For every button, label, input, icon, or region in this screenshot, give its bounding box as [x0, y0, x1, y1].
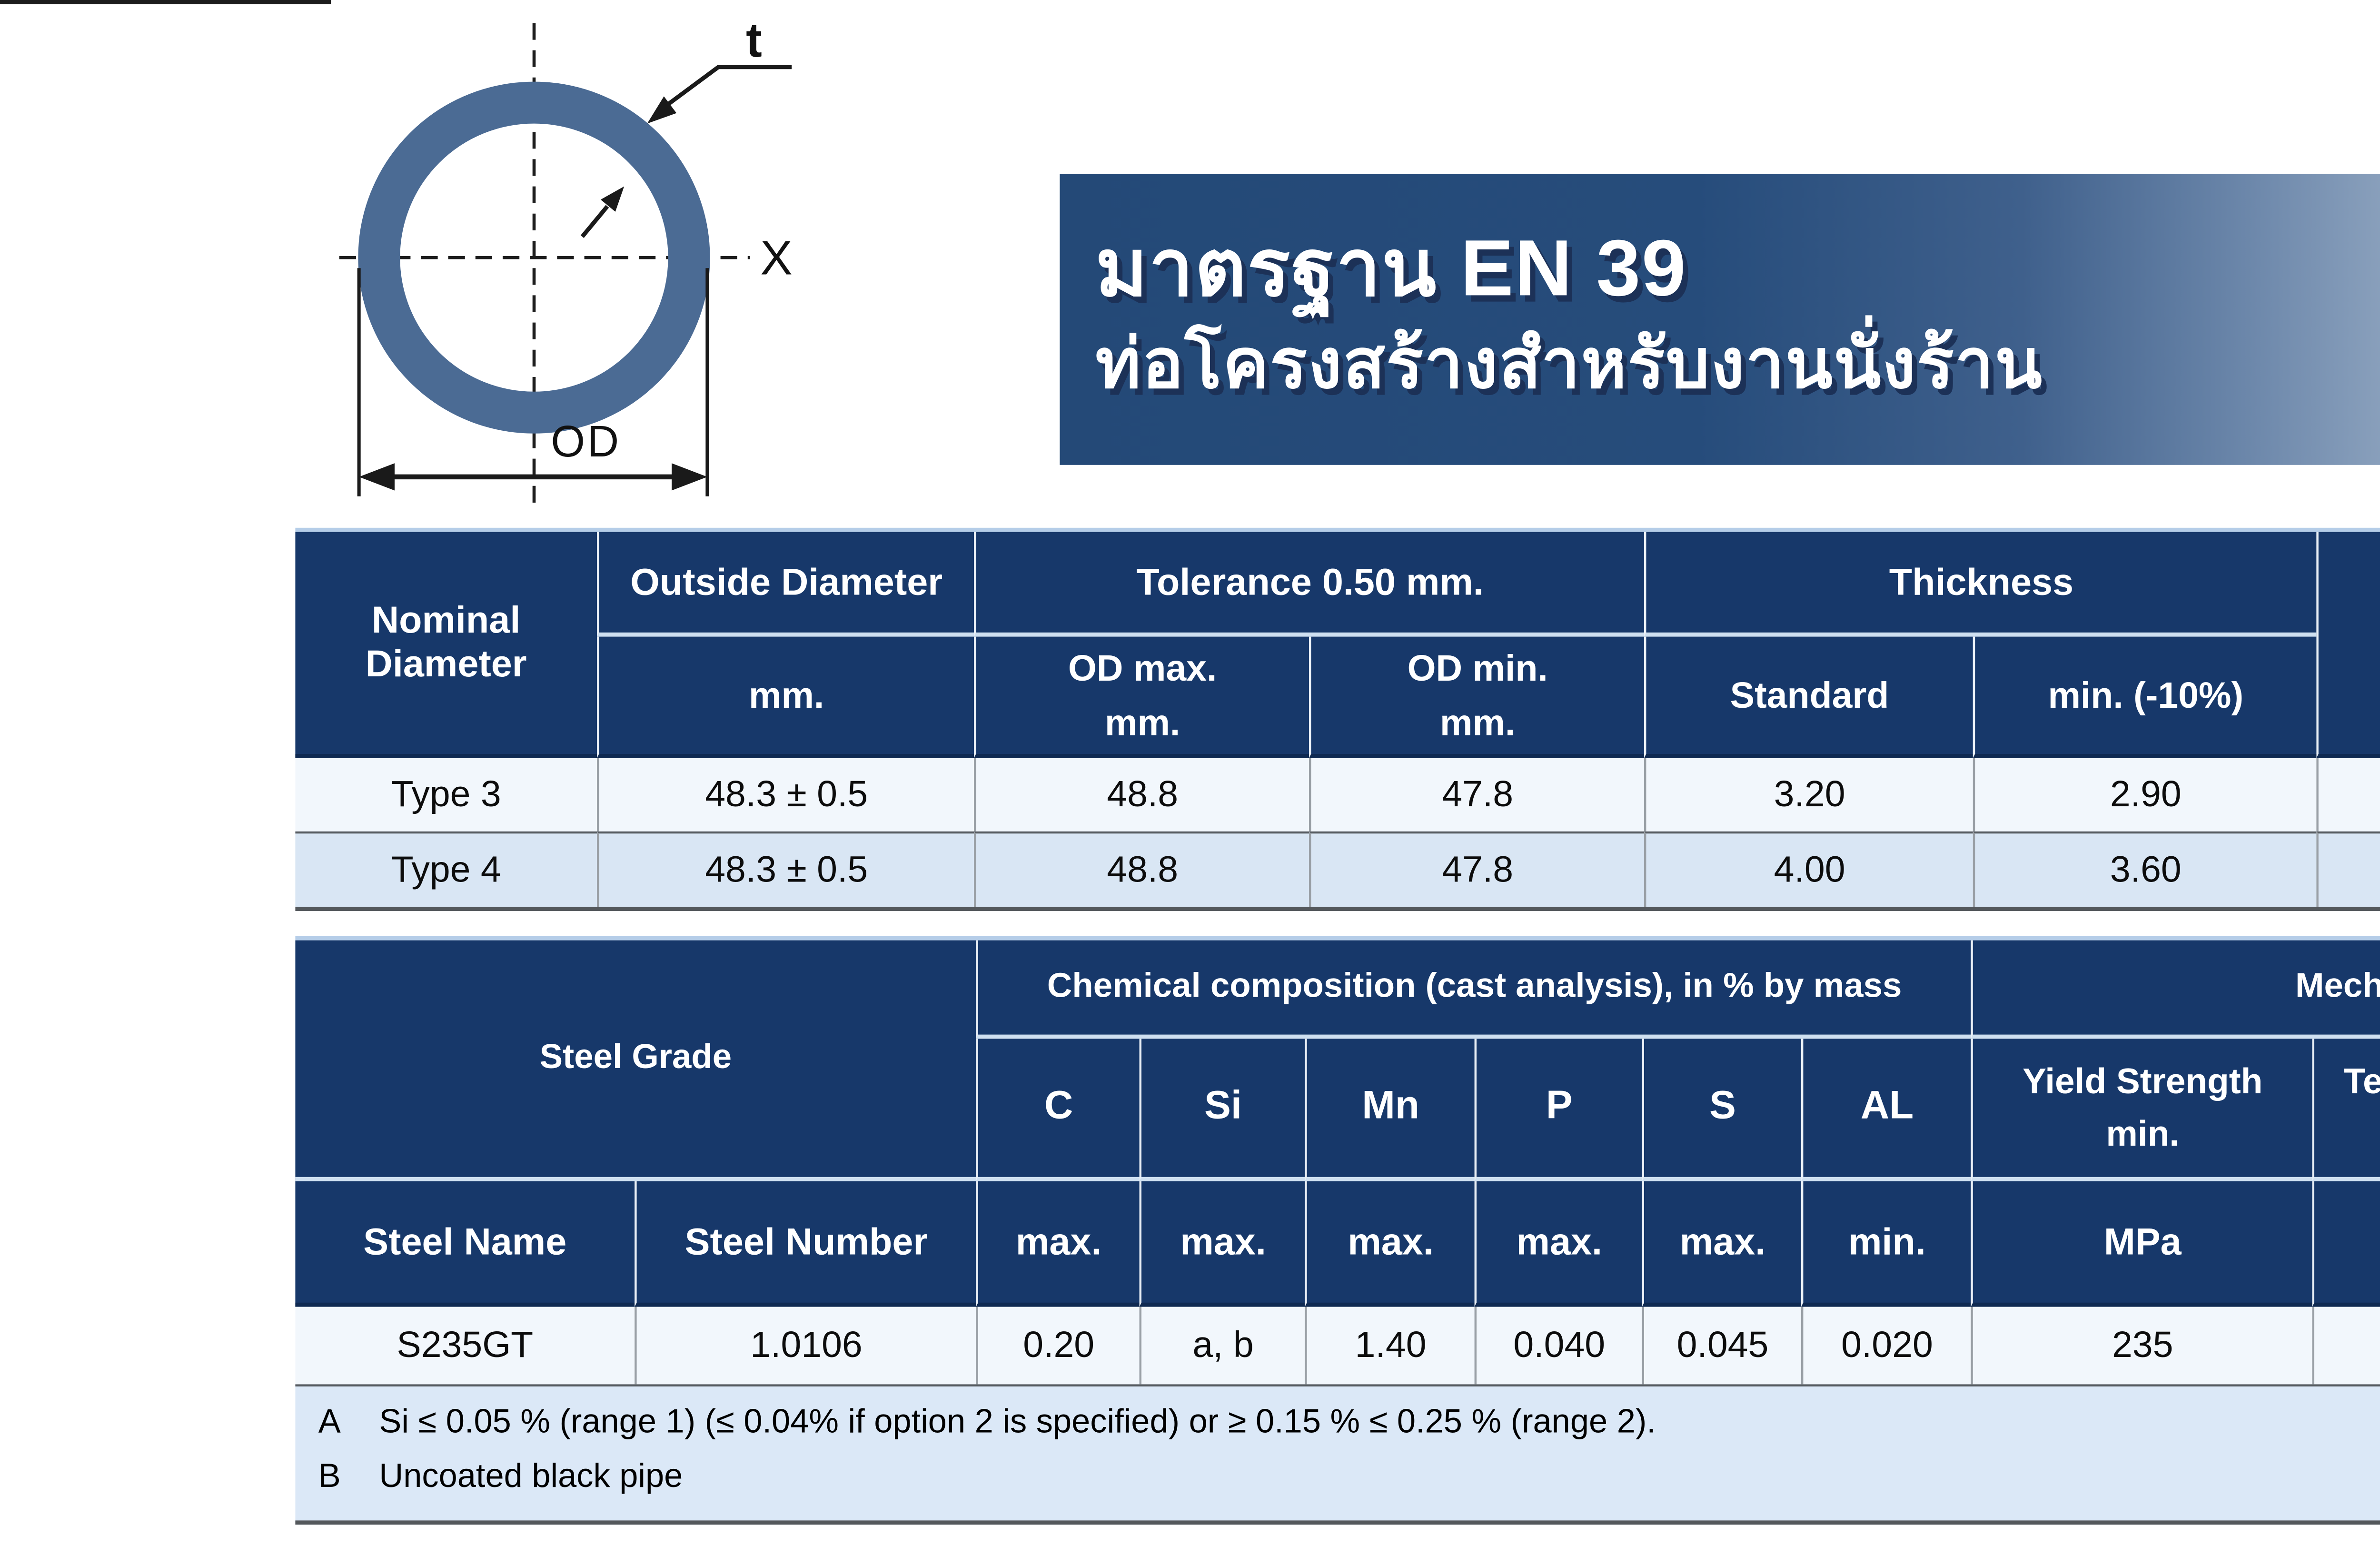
data-cell: 48.3 ± 0.5	[597, 831, 974, 907]
t2-header-mechanical: Mechanical properties	[1971, 940, 2380, 1039]
t2-header-row1: Steel Grade Chemical composition (cast a…	[295, 940, 2380, 1181]
t2-header-element: AL	[1801, 1039, 1971, 1181]
t2-header-row2: C Si Mn P S AL Yield Strength min. Tensi…	[295, 1039, 2380, 1181]
t1-header-od-max: OD max. mm.	[974, 636, 1309, 758]
data-cell: 1.40	[1305, 1307, 1475, 1385]
dimensions-table: Nominal Diameter Outside Diameter Tolera…	[295, 527, 2380, 911]
data-cell: S235GT	[295, 1307, 635, 1385]
t2-header-limit: max.	[1642, 1181, 1801, 1307]
t2-header-element: S	[1642, 1039, 1801, 1181]
footnote-text: Uncoated black pipe	[379, 1459, 683, 1496]
data-cell: 4.00	[1644, 831, 1973, 907]
footnote-b: B Uncoated black pipe	[295, 1451, 2380, 1506]
t2-header-limit: max.	[976, 1181, 1140, 1307]
pipe-cross-section-diagram: t X OD	[339, 13, 793, 503]
t2-header-unit: MPa	[2312, 1181, 2380, 1307]
data-cell: 48.3 ± 0.5	[597, 758, 974, 832]
dimensions-table-wrapper: Nominal Diameter Outside Diameter Tolera…	[295, 527, 2380, 911]
t2-header-limit: max.	[1305, 1181, 1475, 1307]
t2-header-unit: MPa	[1971, 1181, 2312, 1307]
data-cell: 0.045	[1642, 1307, 1801, 1385]
banner-title-line2: ท่อโครงสร้างสำหรับงานนั่งร้าน	[1095, 325, 2043, 402]
x-label: X	[760, 231, 793, 285]
t-leader-line	[660, 65, 792, 111]
t1-header-min10: min. (-10%)	[1973, 636, 2317, 758]
t2-header-steel-number: Steel Number	[635, 1181, 976, 1307]
t2-header-yield: Yield Strength min.	[1971, 1039, 2312, 1181]
t2-header-steel-grade: Steel Grade	[295, 940, 976, 1181]
t1-header-od-min: OD min. mm.	[1309, 636, 1644, 758]
t-label: t	[746, 13, 762, 67]
t2-header-element: Mn	[1305, 1039, 1475, 1181]
t2-header-steel-name: Steel Name	[295, 1181, 635, 1307]
banner-title-line1: มาตรฐาน EN 39	[1095, 226, 1687, 314]
t1-header-row2: mm. OD max. mm. OD min. mm. Standard min…	[295, 636, 2380, 758]
t2-header-row3: Steel Name Steel Number max. max. max. m…	[295, 1181, 2380, 1307]
footnote-a: A Si ≤ 0.05 % (range 1) (≤ 0.04% if opti…	[295, 1397, 2380, 1451]
data-cell: 47.8	[1309, 758, 1644, 832]
od-arrowhead-left-icon	[359, 463, 395, 491]
thickness-arrow-line	[580, 205, 609, 238]
data-cell: 0.040	[1474, 1307, 1642, 1385]
t1-header-outside-diameter: Outside Diameter	[597, 532, 974, 637]
page-edge-artifact	[0, 0, 331, 4]
od-arrowhead-right-icon	[672, 463, 707, 491]
t1-header-thickness: Thickness	[1644, 532, 2317, 637]
data-cell: 340 / 520	[2312, 1307, 2380, 1385]
pipes-photo	[2362, 0, 2380, 492]
data-cell: 1.0106	[635, 1307, 976, 1385]
t1-header-od-unit: mm.	[597, 636, 974, 758]
t1-header-standard: Standard	[1644, 636, 1973, 758]
t1-header-tolerance: Tolerance 0.50 mm.	[974, 532, 1644, 637]
table-row: Type 4 48.3 ± 0.5 48.8 47.8 4.00 3.60 4.…	[295, 831, 2380, 907]
data-cell: 0.20	[976, 1307, 1140, 1385]
thickness-arrowhead-icon	[600, 186, 625, 212]
t2-header-limit: max.	[1474, 1181, 1642, 1307]
data-cell: 48.8	[974, 758, 1309, 832]
t-arrowhead-icon	[647, 96, 677, 124]
data-cell: 48.8	[974, 831, 1309, 907]
t1-header-nominal: Nominal Diameter	[295, 532, 597, 758]
t1-header-row1: Nominal Diameter Outside Diameter Tolera…	[295, 532, 2380, 758]
data-cell: 3.560	[2316, 758, 2380, 832]
pipe-ring	[358, 81, 710, 434]
footnote-text: Si ≤ 0.05 % (range 1) (≤ 0.04% if option…	[379, 1405, 1656, 1441]
data-cell: 235	[1971, 1307, 2312, 1385]
data-cell: 3.60	[1973, 831, 2317, 907]
t2-header-element: P	[1474, 1039, 1642, 1181]
data-cell: Type 4	[295, 831, 597, 907]
data-cell: a, b	[1139, 1307, 1305, 1385]
data-cell: 2.90	[1973, 758, 2317, 832]
t2-header-limit: min.	[1801, 1181, 1971, 1307]
data-cell: 0.020	[1801, 1307, 1971, 1385]
t2-header-element: C	[976, 1039, 1140, 1181]
data-cell: 4.370	[2316, 831, 2380, 907]
od-label: OD	[551, 416, 621, 466]
t1-header-weight: Weight kg / m	[2316, 532, 2380, 758]
data-cell: Type 3	[295, 758, 597, 832]
footnote-key: A	[318, 1405, 341, 1441]
footnote-key: B	[318, 1459, 341, 1496]
data-cell: 3.20	[1644, 758, 1973, 832]
footnotes: A Si ≤ 0.05 % (range 1) (≤ 0.04% if opti…	[295, 1384, 2380, 1525]
standard-banner: มาตรฐาน EN 39 ท่อโครงสร้างสำหรับงานนั่งร…	[1060, 174, 2380, 465]
table-row: S235GT 1.0106 0.20 a, b 1.40 0.040 0.045…	[295, 1307, 2380, 1385]
t2-header-chemical: Chemical composition (cast analysis), in…	[976, 940, 1971, 1039]
t2-header-element: Si	[1139, 1039, 1305, 1181]
t2-header-limit: max.	[1139, 1181, 1305, 1307]
steel-grade-table-wrapper: Steel Grade Chemical composition (cast a…	[295, 936, 2380, 1525]
steel-grade-table: Steel Grade Chemical composition (cast a…	[295, 936, 2380, 1385]
t2-header-tensile: Tensile Strength min.	[2312, 1039, 2380, 1181]
table-row: Type 3 48.3 ± 0.5 48.8 47.8 3.20 2.90 3.…	[295, 758, 2380, 832]
data-cell: 47.8	[1309, 831, 1644, 907]
